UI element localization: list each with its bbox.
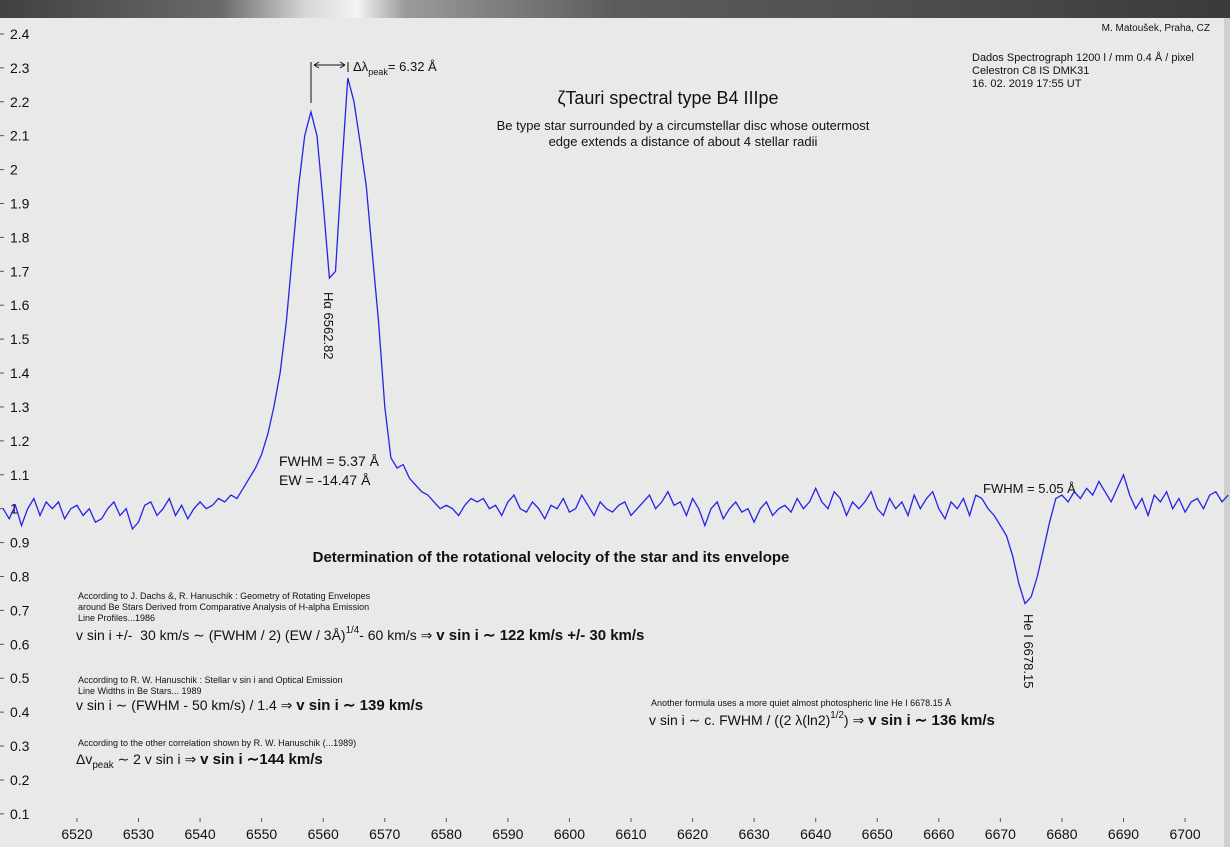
formula-part: - 60 km/s ⇒ [359, 627, 436, 643]
formula-part: v sin i ∼ 139 km/s [296, 697, 423, 714]
method-source: According to R. W. Hanuschik : Stellar v… [78, 675, 343, 685]
y-tick-label: 2.2 [10, 94, 30, 110]
right-border [1224, 18, 1230, 847]
section-title: Determination of the rotational velocity… [313, 549, 790, 566]
instrument-info: Dados Spectrograph 1200 l / mm 0.4 Å / p… [972, 51, 1194, 64]
x-tick-label: 6640 [800, 826, 831, 842]
y-tick-label: 1.6 [10, 297, 30, 313]
peak-marker [310, 61, 349, 103]
y-tick-label: 0.9 [10, 535, 30, 551]
y-tick-label: 1.9 [10, 195, 30, 211]
x-tick-label: 6630 [739, 826, 770, 842]
fwhm-label: FWHM = 5.05 Å [983, 481, 1076, 496]
x-tick-label: 6530 [123, 826, 154, 842]
formula: Δvpeak ∼ 2 v sin i ⇒ v sin i ∼144 km/s [76, 751, 323, 771]
x-tick-label: 6680 [1046, 826, 1077, 842]
formula-part: v sin i ∼ 122 km/s +/- 30 km/s [436, 627, 644, 644]
x-tick-label: 6600 [554, 826, 585, 842]
x-tick-label: 6550 [246, 826, 277, 842]
y-tick-label: 0.6 [10, 636, 30, 652]
x-tick-label: 6620 [677, 826, 708, 842]
x-tick-label: 6570 [369, 826, 400, 842]
x-tick-label: 6650 [862, 826, 893, 842]
peak-separation-part: peak [368, 67, 388, 77]
x-tick-label: 6560 [308, 826, 339, 842]
formula-part: v sin i ∼ c. FWHM / ((2 λ(ln2) [649, 712, 830, 728]
line-label: He I 6678.15 [1021, 614, 1036, 688]
method-source: According to J. Dachs &, R. Hanuschik : … [78, 591, 371, 601]
peak-separation-part: Δλ [353, 59, 369, 74]
formula-part: peak [92, 760, 113, 771]
spectrum-strip [0, 0, 1230, 18]
y-tick-label: 2.4 [10, 26, 30, 42]
y-tick-label: 1.5 [10, 331, 30, 347]
method-source: Line Profiles...1986 [78, 613, 155, 623]
method-source: Another formula uses a more quiet almost… [651, 698, 951, 708]
line-label: Hα 6562.82 [321, 292, 336, 360]
chart-subtitle: Be type star surrounded by a circumstell… [497, 118, 870, 133]
instrument-info: Celestron C8 IS DMK31 [972, 65, 1089, 77]
formula-part: 1/2 [830, 710, 844, 721]
formula: v sin i ∼ (FWHM - 50 km/s) / 1.4 ⇒ v sin… [76, 697, 423, 714]
x-tick-label: 6590 [492, 826, 523, 842]
formula-part: Δv [76, 751, 92, 767]
formula-part: v sin i ∼ (FWHM - 50 km/s) / 1.4 ⇒ [76, 697, 296, 713]
y-tick-label: 2.3 [10, 60, 30, 76]
y-tick-label: 1.1 [10, 467, 30, 483]
credit: M. Matoušek, Praha, CZ [1102, 23, 1210, 34]
method-source: around Be Stars Derived from Comparative… [78, 602, 369, 612]
formula-part: ) ⇒ [844, 712, 868, 728]
method-source: According to the other correlation shown… [78, 738, 356, 748]
chart-title: ζTauri spectral type B4 IIIpe [557, 88, 778, 108]
formula-part: ∼ 2 v sin i ⇒ [114, 751, 200, 767]
x-tick-label: 6670 [985, 826, 1016, 842]
x-tick-label: 6520 [61, 826, 92, 842]
y-tick-label: 0.3 [10, 738, 30, 754]
formula-part: 1/4 [346, 625, 360, 636]
y-tick-label: 0.8 [10, 568, 30, 584]
x-tick-label: 6580 [431, 826, 462, 842]
formula-part: v sin i ∼ 136 km/s [868, 712, 995, 729]
x-tick-label: 6700 [1169, 826, 1200, 842]
y-tick-label: 1.3 [10, 399, 30, 415]
y-tick-label: 1.7 [10, 263, 30, 279]
y-tick-label: 0.1 [10, 806, 30, 822]
y-tick-label: 0.7 [10, 602, 30, 618]
y-tick-label: 2 [10, 162, 18, 178]
peak-separation: Δλpeak= 6.32 Å [353, 59, 437, 77]
fwhm-label: FWHM = 5.37 Å [279, 453, 380, 469]
y-tick-label: 0.4 [10, 704, 30, 720]
y-tick-label: 1.4 [10, 365, 30, 381]
formula-part: v sin i +/- 30 km/s ∼ (FWHM / 2) (EW / 3… [76, 627, 346, 643]
ew-label: EW = -14.47 Å [279, 472, 371, 488]
x-tick-label: 6690 [1108, 826, 1139, 842]
y-tick-label: 2.1 [10, 128, 30, 144]
spectrum-line [2, 77, 1229, 605]
formula: v sin i +/- 30 km/s ∼ (FWHM / 2) (EW / 3… [76, 625, 644, 644]
chart-subtitle: edge extends a distance of about 4 stell… [549, 134, 818, 149]
x-tick-label: 6540 [184, 826, 215, 842]
formula: v sin i ∼ c. FWHM / ((2 λ(ln2)1/2) ⇒ v s… [649, 710, 995, 729]
y-tick-label: 1.2 [10, 433, 30, 449]
formula-part: v sin i ∼144 km/s [200, 751, 323, 768]
instrument-info: 16. 02. 2019 17:55 UT [972, 78, 1082, 90]
y-tick-label: 0.5 [10, 670, 30, 686]
x-tick-label: 6660 [923, 826, 954, 842]
method-source: Line Widths in Be Stars... 1989 [78, 686, 202, 696]
x-tick-label: 6610 [615, 826, 646, 842]
y-tick-label: 0.2 [10, 772, 30, 788]
peak-separation-part: = 6.32 Å [388, 59, 437, 74]
y-tick-label: 1.8 [10, 229, 30, 245]
